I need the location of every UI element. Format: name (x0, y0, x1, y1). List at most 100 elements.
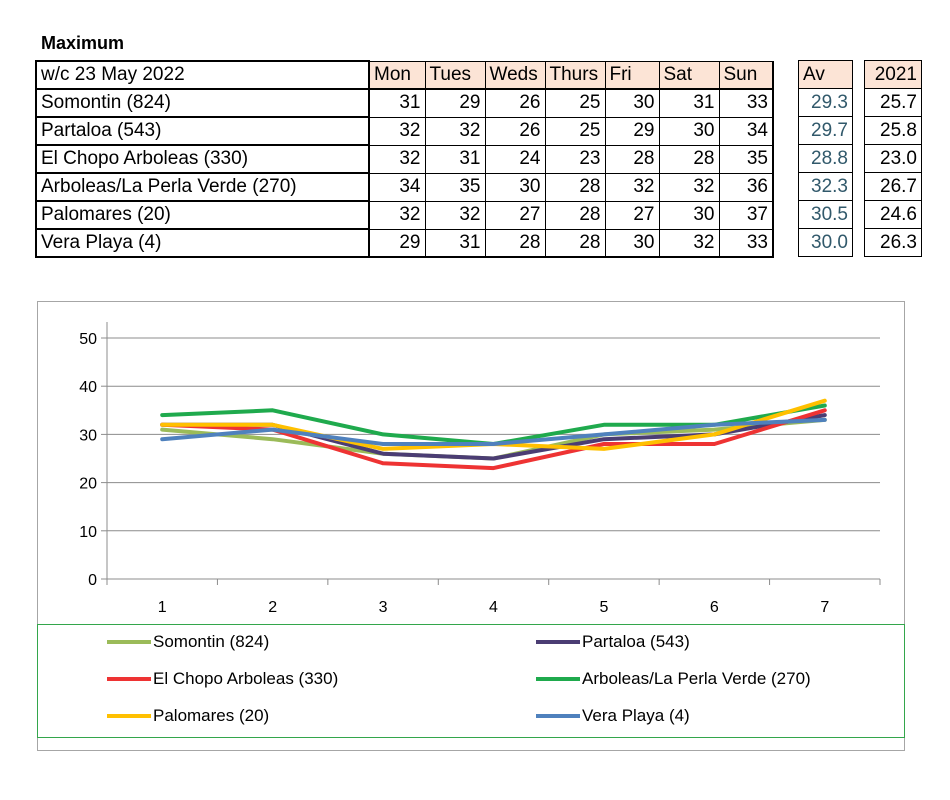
y-tick-label: 40 (79, 379, 97, 396)
y-tick-label: 20 (79, 476, 97, 493)
temperature-cell: 25 (544, 116, 606, 146)
legend-item: Arboleas/La Perla Verde (270) (536, 669, 811, 689)
year-2021-row: 26.3 (864, 228, 922, 257)
year-2021-cell: 26.7 (864, 172, 922, 201)
x-tick-label: 5 (599, 599, 608, 616)
average-cell: 28.8 (798, 144, 853, 173)
table-row: Palomares (20) 32 32 27 28 27 30 37 (35, 200, 774, 230)
average-cell: 32.3 (798, 172, 853, 201)
temperature-cell: 30 (604, 88, 660, 118)
table-row: Arboleas/La Perla Verde (270) 34 35 30 28 32 3… (35, 172, 774, 202)
average-cell: 30.0 (798, 228, 853, 257)
average-header: Av (798, 60, 853, 89)
table-row: Vera Playa (4) 29 31 28 28 30 32 33 (35, 228, 774, 258)
day-header-tues: Tues (424, 60, 486, 90)
average-row: 29.7 (798, 116, 853, 145)
y-tick-label: 0 (88, 572, 97, 589)
temperature-cell: 28 (544, 200, 606, 230)
year-2021-row: 24.6 (864, 200, 922, 229)
year-2021-cell: 25.8 (864, 116, 922, 145)
average-row: 29.3 (798, 88, 853, 117)
temperature-cell: 26 (484, 116, 546, 146)
average-cell: 29.3 (798, 88, 853, 117)
day-header-thurs: Thurs (544, 60, 606, 90)
line-chart: 0 10 20 30 40 50 1 2 3 4 5 6 7 (79, 322, 881, 616)
x-tick-label: 3 (379, 599, 388, 616)
temperature-cell: 28 (658, 144, 720, 174)
temperature-cell: 32 (424, 116, 486, 146)
legend-swatch (536, 677, 580, 681)
table-row: Somontin (824) 31 29 26 25 30 31 33 (35, 88, 774, 118)
temperature-cell: 30 (658, 116, 720, 146)
legend-label: Arboleas/La Perla Verde (270) (582, 669, 811, 688)
temperature-cell: 23 (544, 144, 606, 174)
temperature-cell: 30 (604, 228, 660, 258)
legend-swatch (536, 640, 580, 644)
legend-swatch (107, 714, 151, 718)
temperature-cell: 26 (484, 88, 546, 118)
average-header-row: Av (798, 60, 853, 89)
x-tick-label: 7 (820, 599, 829, 616)
temperature-cell: 37 (718, 200, 774, 230)
legend-item: El Chopo Arboleas (330) (107, 669, 338, 689)
temperature-cell: 35 (424, 172, 486, 202)
temperature-cell: 29 (604, 116, 660, 146)
year-2021-cell: 26.3 (864, 228, 922, 257)
legend-label: El Chopo Arboleas (330) (153, 669, 339, 688)
year-2021-row: 23.0 (864, 144, 922, 173)
temperature-cell: 31 (424, 228, 486, 258)
series-line-6 (160, 417, 827, 446)
average-row: 28.8 (798, 144, 853, 173)
chart-area: 0 10 20 30 40 50 1 2 3 4 5 6 7 (37, 301, 905, 751)
temperature-cell: 36 (718, 172, 774, 202)
average-row: 30.5 (798, 200, 853, 229)
station-name: El Chopo Arboleas (330) (35, 144, 370, 174)
temperature-cell: 33 (718, 228, 774, 258)
year-2021-row: 25.8 (864, 116, 922, 145)
y-tick-label: 10 (79, 524, 97, 541)
temperature-cell: 31 (658, 88, 720, 118)
temperature-table: w/c 23 May 2022 Mon Tues Weds Thurs Fri Sat Sun… (35, 60, 774, 258)
temperature-cell: 31 (368, 88, 426, 118)
y-tick-label: 50 (79, 331, 97, 348)
week-label: w/c 23 May 2022 (35, 60, 370, 90)
y-tick-label: 30 (79, 427, 97, 444)
x-tick-label: 6 (710, 599, 719, 616)
temperature-cell: 31 (424, 144, 486, 174)
legend-item: Somontin (824) (107, 632, 269, 652)
x-tick-label: 2 (268, 599, 277, 616)
legend-item: Vera Playa (4) (536, 706, 690, 726)
temperature-cell: 28 (544, 228, 606, 258)
temperature-cell: 28 (544, 172, 606, 202)
temperature-cell: 35 (718, 144, 774, 174)
year-2021-cell: 23.0 (864, 144, 922, 173)
temperature-cell: 24 (484, 144, 546, 174)
temperature-cell: 28 (604, 144, 660, 174)
temperature-cell: 32 (658, 228, 720, 258)
temperature-cell: 32 (368, 144, 426, 174)
table-row: El Chopo Arboleas (330) 32 31 24 23 28 28 35 (35, 144, 774, 174)
table-header-row: w/c 23 May 2022 Mon Tues Weds Thurs Fri Sat Sun (35, 60, 774, 90)
year-2021-row: 26.7 (864, 172, 922, 201)
page-title: Maximum (41, 33, 125, 53)
temperature-cell: 30 (484, 172, 546, 202)
day-header-sat: Sat (658, 60, 720, 90)
day-header-weds: Weds (484, 60, 546, 90)
temperature-cell: 28 (484, 228, 546, 258)
station-name: Palomares (20) (35, 200, 370, 230)
legend-item: Palomares (20) (107, 706, 269, 726)
legend-label: Partaloa (543) (582, 632, 690, 651)
x-tick-label: 4 (489, 599, 498, 616)
temperature-cell: 32 (604, 172, 660, 202)
temperature-cell: 32 (424, 200, 486, 230)
year-2021-header-row: 2021 (864, 60, 922, 89)
temperature-cell: 27 (484, 200, 546, 230)
average-cell: 30.5 (798, 200, 853, 229)
day-header-sun: Sun (718, 60, 774, 90)
year-2021-cell: 24.6 (864, 200, 922, 229)
year-2021-cell: 25.7 (864, 88, 922, 117)
year-2021-table: 2021 25.7 25.8 23.0 26.7 24.6 26.3 (864, 60, 922, 257)
temperature-cell: 29 (424, 88, 486, 118)
temperature-cell: 34 (718, 116, 774, 146)
year-2021-header: 2021 (864, 60, 922, 89)
